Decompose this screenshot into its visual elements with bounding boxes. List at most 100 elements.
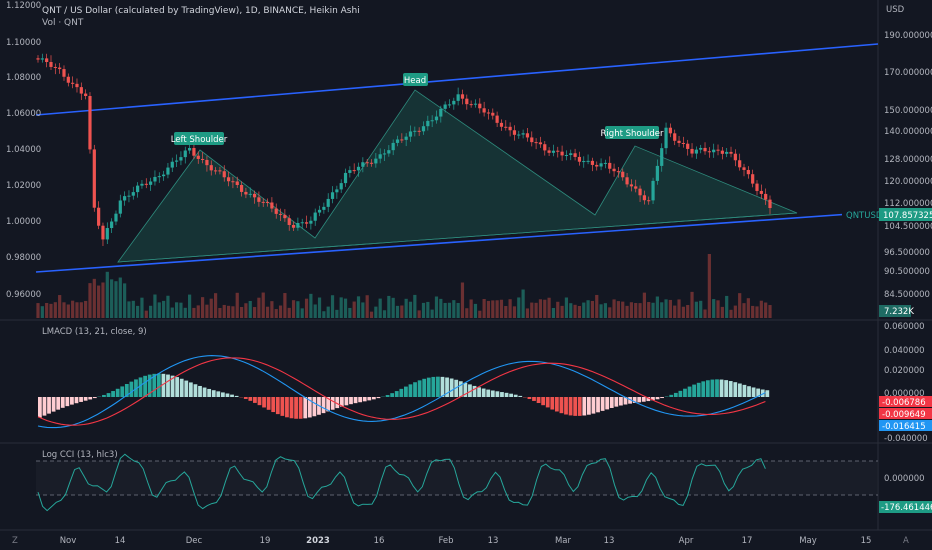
left-axis-tick: 0.98000 <box>6 253 41 263</box>
candle-body <box>417 130 421 132</box>
volume-bar <box>382 310 387 318</box>
lmacd-histogram-bar <box>152 373 157 397</box>
lmacd-macd-line[interactable] <box>37 355 766 429</box>
candle-body <box>755 183 759 191</box>
volume-bar <box>252 307 257 318</box>
volume-bar <box>764 302 768 318</box>
lmacd-tag-1[interactable]: -0.006786 <box>879 396 932 408</box>
zoom-button[interactable]: Z <box>12 536 18 546</box>
lmacd-histogram-bar <box>367 397 372 401</box>
price-tag[interactable]: 107.857325 <box>879 208 932 221</box>
volume-bar <box>690 291 694 318</box>
candle-body <box>369 162 374 164</box>
volume-bar <box>452 300 456 318</box>
lmacd-histogram-bar <box>156 373 161 397</box>
lmacd-histogram-bar <box>51 397 56 412</box>
lmacd-tag-3[interactable]: -0.016415 <box>879 420 932 432</box>
candle-body <box>252 193 257 198</box>
right-axis-tick: 170.000000 <box>884 68 932 78</box>
right-price-axis[interactable]: USD 190.000000 170.000000 150.000000 140… <box>884 5 932 300</box>
volume-bar <box>79 302 83 318</box>
volume-bar <box>101 282 105 318</box>
lmacd-histogram-bar <box>79 397 83 402</box>
volume-bar <box>92 278 96 318</box>
candle-body <box>300 222 304 224</box>
candle-body <box>218 170 222 172</box>
candle-body <box>768 199 772 209</box>
candle-body <box>764 193 768 200</box>
time-axis[interactable]: Nov 14 Dec 19 2023 16 Feb 13 Mar 13 Apr … <box>60 536 872 546</box>
candle-body <box>49 62 53 67</box>
auto-scale-button[interactable]: A <box>903 536 909 546</box>
symbol-tag[interactable]: QNTUSD <box>842 209 883 221</box>
lmacd-histogram-bar <box>536 397 541 404</box>
lmacd-histogram-bar <box>193 384 198 397</box>
right-axis-tick: 140.000000 <box>884 127 932 137</box>
lmacd-histogram-bar <box>143 375 147 397</box>
head-and-shoulders-pattern[interactable] <box>117 89 798 263</box>
candle-body <box>183 150 187 158</box>
right-axis-tick: 128.000000 <box>884 155 932 165</box>
lmacd-axis[interactable]: 0.060000 0.040000 0.020000 0.000000 -0.0… <box>884 322 928 444</box>
left-axis-tick: 1.00000 <box>6 217 41 227</box>
candle-body <box>655 165 659 181</box>
volume-bar <box>261 292 265 318</box>
lmacd-histogram-bar <box>655 397 660 400</box>
candle-body <box>231 181 235 183</box>
lmacd-histogram-bar <box>376 397 381 399</box>
lmacd-histogram-bar <box>307 397 312 418</box>
volume-bar <box>374 306 378 318</box>
volume-bar <box>313 304 317 318</box>
cci-axis-tick: 0.000000 <box>884 474 925 484</box>
cci-line[interactable] <box>37 453 766 512</box>
volume-bar <box>226 305 231 318</box>
candle-body <box>608 162 612 169</box>
volume-bar <box>590 300 595 318</box>
candle-body <box>88 96 92 150</box>
head-label[interactable]: Head <box>403 73 428 86</box>
volume-bar <box>291 300 296 318</box>
right-shoulder-label[interactable]: Right Shoulder <box>601 126 664 139</box>
candle-body <box>105 228 109 240</box>
lower-channel-line[interactable] <box>35 211 879 273</box>
volume-bar <box>62 302 66 318</box>
candle-body <box>556 150 560 152</box>
pattern-neckline[interactable] <box>117 212 798 263</box>
volume-tag[interactable]: 7.232K <box>879 305 914 317</box>
volume-bar <box>608 307 612 318</box>
volume-bar <box>551 307 556 318</box>
candle-body <box>175 160 179 162</box>
volume-bar <box>218 307 222 318</box>
candle-body <box>149 181 153 185</box>
lmacd-histogram-bar <box>115 388 120 397</box>
volume-bar <box>699 300 703 318</box>
candle-body <box>551 150 556 153</box>
volume-bar <box>491 300 495 318</box>
volume-bar <box>716 300 720 318</box>
lmacd-tag-2[interactable]: -0.009649 <box>879 408 932 420</box>
volume-bar <box>482 299 486 318</box>
candle-body <box>690 148 694 154</box>
candle-body <box>387 150 391 154</box>
cci-tag[interactable]: -176.461446 <box>879 501 932 513</box>
volume-bar <box>725 295 729 318</box>
lmacd-histogram-bar <box>742 384 747 397</box>
volume-bar <box>495 300 499 318</box>
upper-channel-line[interactable] <box>35 43 879 116</box>
lmacd-histogram-bar <box>161 373 166 397</box>
volume-bar <box>235 292 239 318</box>
candle-body <box>439 108 443 117</box>
candle-body <box>226 177 231 182</box>
volume-bar <box>660 302 664 318</box>
time-axis-tick: 13 <box>488 536 499 546</box>
lmacd-signal-line[interactable] <box>37 357 766 426</box>
right-axis-tick: 96.500000 <box>884 248 930 258</box>
left-price-axis[interactable]: 1.12000 1.10000 1.08000 1.06000 1.04000 … <box>6 1 41 300</box>
volume-bar <box>162 300 166 318</box>
volume-bar <box>434 296 439 318</box>
left-shoulder-label[interactable]: Left Shoulder <box>171 132 228 145</box>
volume-bar <box>421 302 426 318</box>
lmacd-histogram-bar <box>362 397 367 402</box>
lmacd-tag-text: -0.009649 <box>882 410 926 420</box>
